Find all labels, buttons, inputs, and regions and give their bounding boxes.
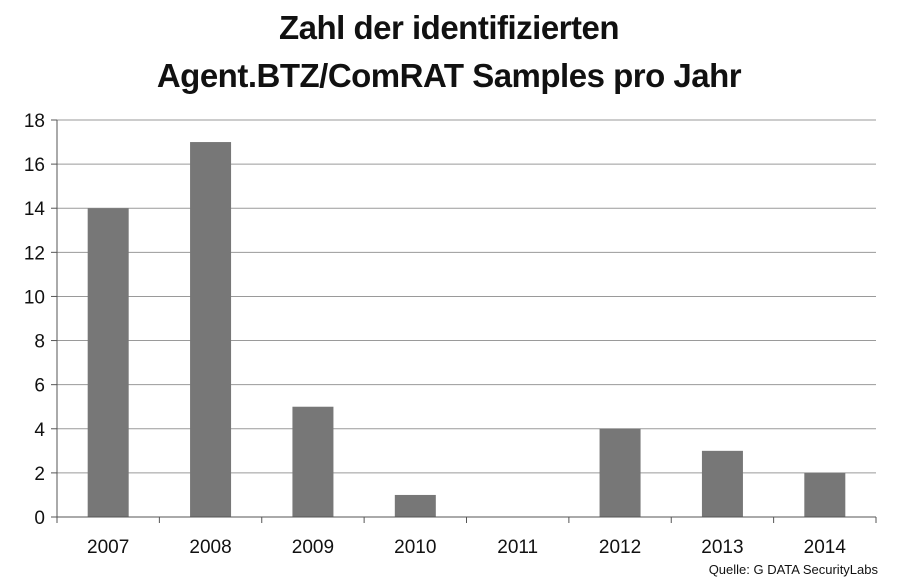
y-tick-label-18: 18 (24, 111, 45, 132)
y-tick-label-4: 4 (34, 420, 45, 441)
y-tick-label-14: 14 (24, 199, 46, 220)
y-tick-labels: 0 2 4 6 8 10 12 14 16 18 (24, 111, 46, 529)
bar-2014 (804, 472, 846, 517)
y-tick-label-8: 8 (34, 332, 45, 353)
chart-title: Zahl der identifizierten Agent.BTZ/ComRA… (0, 4, 898, 100)
x-tick-label-2008: 2008 (189, 537, 231, 558)
chart-title-line-1: Zahl der identifizierten (278, 9, 620, 46)
bar-2008 (190, 142, 232, 518)
chart-title-line-2: Agent.BTZ/ComRAT Samples pro Jahr (156, 57, 742, 94)
bar-2012 (599, 428, 641, 517)
x-tick-label-2012: 2012 (599, 537, 641, 558)
x-tick-label-2013: 2013 (701, 537, 743, 558)
source-note: Quelle: G DATA SecurityLabs (708, 562, 878, 577)
x-tick-label-2011: 2011 (497, 537, 538, 558)
y-tick-label-0: 0 (34, 508, 45, 529)
y-tick-label-2: 2 (34, 464, 45, 485)
x-tick-label-2014: 2014 (804, 537, 847, 558)
bar-2010 (394, 494, 436, 517)
y-tick-label-12: 12 (24, 243, 45, 264)
y-tick-label-10: 10 (24, 287, 45, 308)
axes (51, 119, 877, 523)
x-tick-label-2007: 2007 (87, 537, 129, 558)
x-tick-label-2009: 2009 (292, 537, 334, 558)
y-tick-label-16: 16 (24, 155, 45, 176)
x-tick-labels: 2007 2008 2009 2010 2011 2012 2013 2014 (87, 537, 846, 558)
bars (87, 142, 846, 518)
x-tick-label-2010: 2010 (394, 537, 436, 558)
bar-2013 (701, 450, 743, 517)
gridlines (57, 119, 876, 474)
bar-2009 (292, 406, 334, 517)
bar-2007 (87, 208, 129, 517)
y-tick-label-6: 6 (34, 376, 45, 397)
